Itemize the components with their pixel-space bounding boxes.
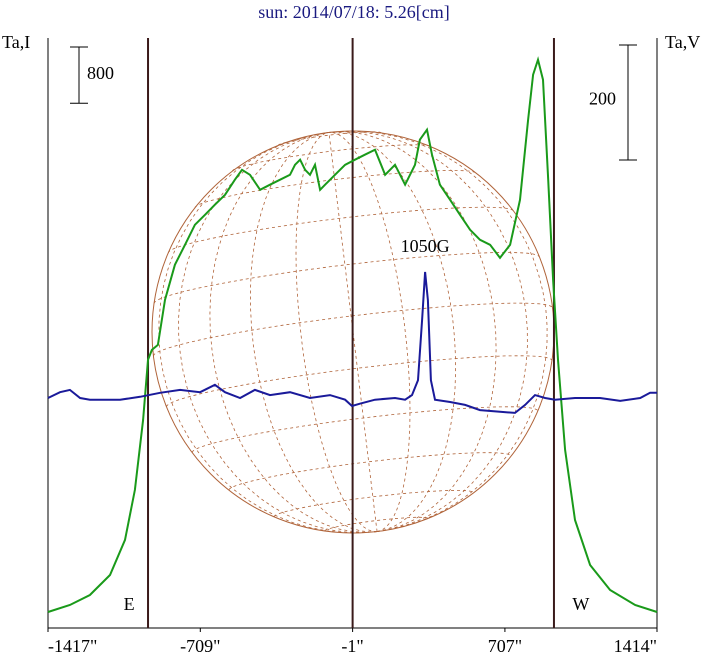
- left-axis-label: Ta,I: [2, 32, 30, 52]
- meridian: [328, 132, 411, 532]
- meridian: [178, 132, 378, 534]
- parallel: [167, 206, 515, 254]
- scale-bar-label: 800: [87, 63, 114, 83]
- x-tick-label: -1417": [48, 636, 97, 656]
- series-line: [47, 271, 657, 414]
- meridian: [249, 132, 378, 533]
- x-tick-label: 1414": [614, 636, 657, 656]
- parallel: [273, 490, 474, 518]
- meridian: [328, 131, 457, 532]
- right-axis-label: Ta,V: [665, 32, 700, 52]
- meridian: [328, 130, 548, 532]
- annotation: E: [124, 594, 135, 614]
- x-tick-label: -709": [180, 636, 220, 656]
- x-tick-label: -1": [341, 636, 363, 656]
- x-tick-label: 707": [488, 636, 522, 656]
- chart-title: sun: 2014/07/18: 5.26[cm]: [258, 2, 450, 22]
- meridian: [209, 132, 378, 533]
- parallel: [324, 516, 429, 532]
- parallel: [228, 452, 512, 491]
- parallel: [277, 131, 382, 146]
- series-line: [47, 56, 658, 613]
- meridian: [328, 131, 497, 532]
- annotation: 1050G: [401, 236, 450, 256]
- meridian: [158, 132, 378, 534]
- parallel: [194, 170, 478, 209]
- annotation: W: [572, 594, 589, 614]
- meridian: [328, 130, 528, 532]
- parallel: [232, 144, 433, 172]
- parallel: [191, 406, 539, 453]
- meridian: [295, 132, 378, 532]
- scale-bar-label: 200: [589, 89, 616, 109]
- parallel: [153, 252, 540, 304]
